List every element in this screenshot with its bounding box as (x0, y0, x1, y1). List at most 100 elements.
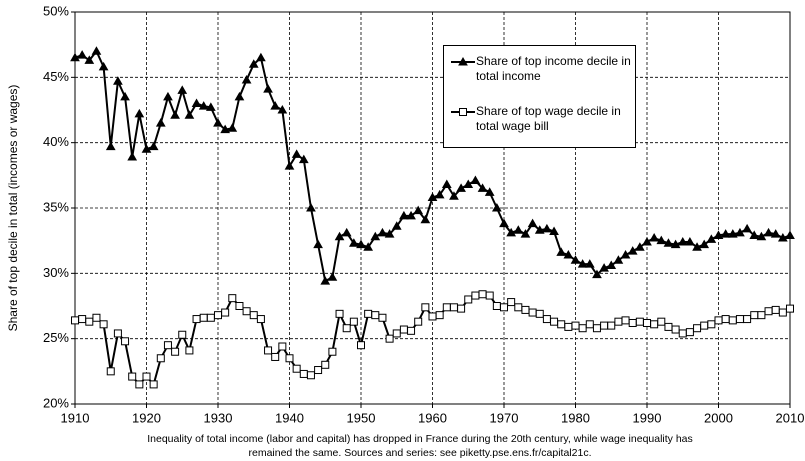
x-tick-label: 1920 (132, 410, 161, 425)
marker (434, 189, 445, 199)
marker (584, 259, 595, 268)
marker (120, 91, 130, 101)
x-tick-label: 2000 (704, 410, 733, 425)
marker (500, 303, 508, 312)
x-tick-label: 1950 (347, 410, 376, 425)
marker (763, 227, 774, 237)
marker (693, 324, 702, 333)
legend-label: Share of top wage decile in total wage b… (476, 104, 621, 133)
marker (128, 372, 137, 381)
marker (435, 311, 444, 320)
marker (491, 202, 502, 212)
marker (392, 329, 401, 338)
marker (521, 305, 530, 314)
marker (471, 291, 480, 300)
marker (507, 298, 516, 307)
marker (141, 144, 152, 153)
marker (213, 118, 223, 127)
marker (277, 104, 288, 114)
marker (599, 263, 609, 272)
marker (413, 205, 424, 215)
marker (785, 230, 795, 239)
legend-icon (451, 108, 475, 116)
marker (650, 320, 659, 329)
marker (314, 366, 323, 375)
marker (335, 309, 344, 318)
marker (592, 324, 601, 333)
marker (156, 354, 165, 363)
marker (348, 238, 359, 247)
marker (306, 371, 315, 380)
marker (198, 101, 209, 110)
marker (706, 234, 717, 243)
marker (728, 316, 737, 325)
marker (685, 236, 695, 246)
y-axis-label: Share of top decile in total (incomes or… (6, 85, 20, 332)
y-tick-label: 50% (43, 3, 69, 18)
marker (735, 315, 744, 324)
marker (364, 309, 373, 318)
marker (470, 175, 481, 185)
marker (771, 305, 780, 314)
marker (228, 294, 237, 303)
marker (643, 318, 651, 327)
marker (786, 304, 794, 313)
marker (592, 269, 602, 279)
marker (284, 161, 295, 170)
y-tick-label: 20% (43, 395, 69, 410)
marker (427, 192, 438, 202)
marker (192, 315, 201, 324)
marker (535, 309, 544, 318)
marker (457, 304, 466, 313)
marker (642, 236, 652, 246)
marker (514, 303, 523, 312)
marker (241, 74, 252, 84)
marker (570, 255, 581, 264)
x-tick-label: 1970 (490, 410, 519, 425)
marker (363, 242, 374, 251)
marker (327, 272, 338, 281)
marker (378, 313, 387, 322)
marker (71, 316, 79, 325)
marker (185, 346, 194, 355)
marker (414, 317, 423, 326)
marker (342, 324, 351, 333)
marker (334, 231, 345, 241)
marker (285, 354, 294, 363)
marker (271, 352, 280, 361)
marker (513, 225, 524, 234)
marker (221, 308, 230, 317)
x-tick-label: 1990 (633, 410, 662, 425)
marker (685, 328, 694, 337)
marker (428, 312, 437, 321)
marker (328, 347, 337, 356)
marker (292, 364, 301, 373)
marker (550, 317, 559, 326)
marker (542, 223, 552, 233)
marker (177, 85, 188, 94)
marker (399, 325, 408, 334)
marker (742, 223, 752, 233)
marker (220, 124, 231, 134)
marker (248, 59, 259, 68)
marker (256, 315, 265, 324)
marker (163, 91, 173, 101)
marker (170, 110, 180, 119)
marker (263, 84, 273, 93)
marker (678, 329, 687, 338)
marker (620, 250, 631, 259)
marker (85, 317, 94, 326)
marker (420, 214, 431, 224)
marker (778, 308, 787, 317)
marker (563, 250, 574, 259)
marker (564, 322, 573, 331)
marker (677, 236, 688, 246)
marker (577, 259, 588, 268)
marker (656, 235, 667, 245)
marker (663, 238, 674, 247)
marker (628, 318, 637, 327)
marker (571, 321, 580, 330)
caption: remained the same. Sources and series: s… (249, 447, 592, 459)
marker (306, 202, 316, 212)
marker (356, 239, 366, 249)
